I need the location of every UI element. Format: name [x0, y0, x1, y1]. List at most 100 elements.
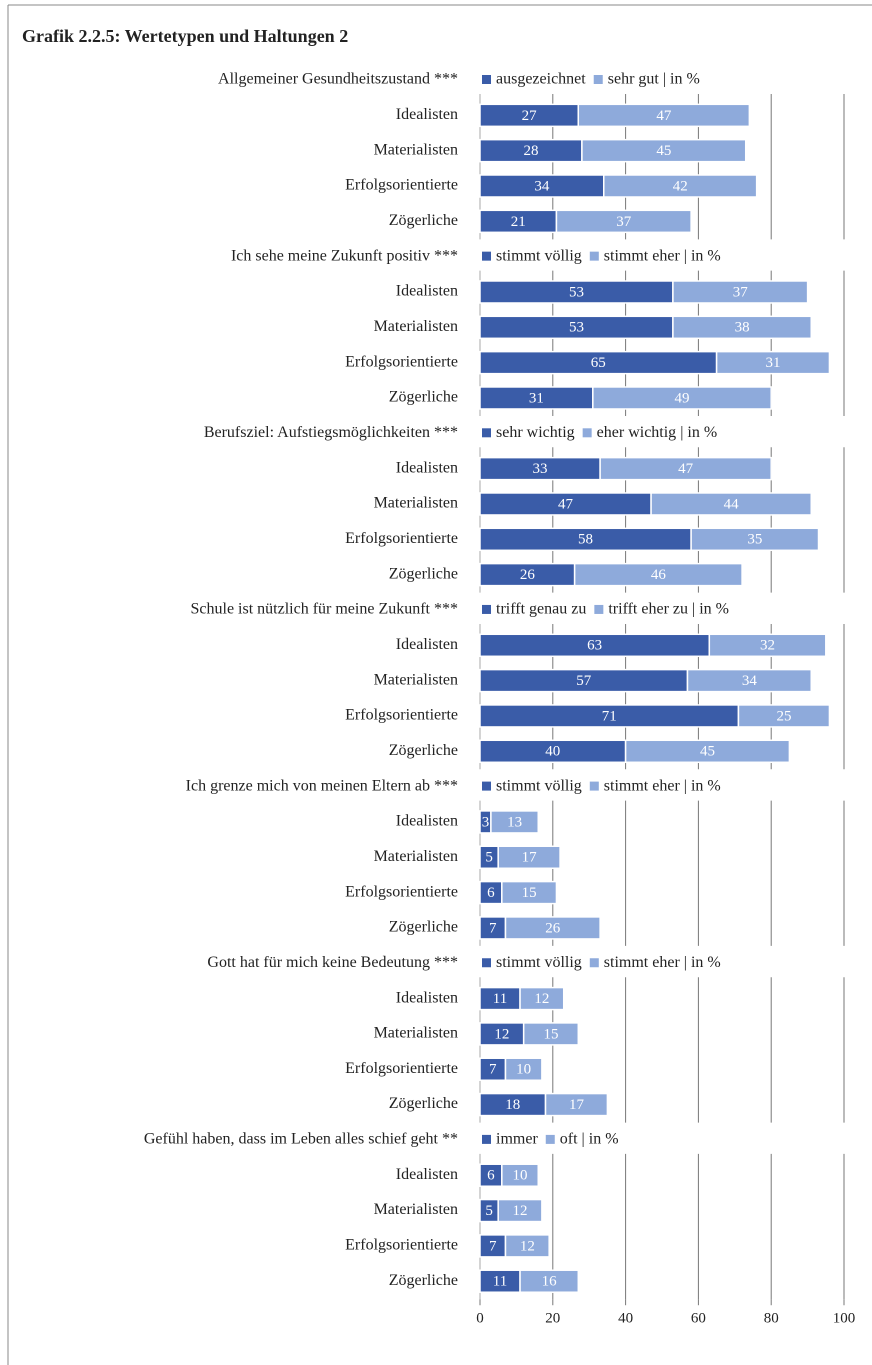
- category-label: Erfolgsorientierte: [345, 177, 458, 194]
- value-label: 47: [678, 461, 694, 477]
- category-label: Zögerliche: [389, 565, 458, 582]
- value-label: 47: [656, 108, 672, 124]
- value-label: 5: [485, 1203, 493, 1219]
- value-label: 12: [513, 1203, 528, 1219]
- category-label: Materialisten: [374, 495, 458, 512]
- value-label: 45: [656, 143, 671, 159]
- value-label: 71: [602, 708, 617, 724]
- value-label: 33: [533, 461, 548, 477]
- bar-segment: [497, 845, 561, 870]
- category-label: Zögerliche: [389, 389, 458, 406]
- category-label: Materialisten: [374, 1201, 458, 1218]
- legend-suffix: | in %: [684, 777, 721, 794]
- legend-swatch: [589, 781, 599, 791]
- value-label: 34: [534, 178, 550, 194]
- bar-segment: [650, 492, 812, 516]
- category-label: Materialisten: [374, 671, 458, 688]
- value-label: 15: [522, 885, 537, 901]
- x-tick-label: 0: [476, 1311, 484, 1327]
- category-label: Erfolgsorientierte: [345, 530, 458, 547]
- category-label: Idealisten: [396, 636, 458, 653]
- category-label: Zögerliche: [389, 212, 458, 229]
- category-label: Idealisten: [396, 1166, 458, 1183]
- bar-segment: [519, 986, 565, 1011]
- legend-label: stimmt eher: [604, 247, 681, 264]
- legend-swatch: [482, 604, 491, 614]
- group-label: Gott hat für mich keine Bedeutung ***: [207, 954, 458, 971]
- value-label: 7: [489, 920, 497, 936]
- value-label: 42: [673, 178, 688, 194]
- legend-swatch: [594, 604, 604, 614]
- category-label: Materialisten: [374, 141, 458, 158]
- value-label: 26: [545, 920, 561, 936]
- category-label: Erfolgsorientierte: [345, 707, 458, 724]
- bar-segment: [504, 1057, 543, 1081]
- x-tick-label: 20: [545, 1311, 560, 1327]
- value-label: 63: [587, 638, 602, 654]
- value-label: 11: [493, 991, 507, 1007]
- bar-segment: [501, 880, 558, 905]
- x-tick-label: 60: [691, 1311, 706, 1327]
- bar-segment: [497, 1198, 543, 1223]
- category-label: Erfolgsorientierte: [345, 1237, 458, 1254]
- legend-label: eher wichtig: [597, 424, 677, 441]
- bar-segment: [592, 386, 772, 410]
- value-label: 31: [766, 355, 781, 371]
- value-label: 15: [543, 1026, 558, 1042]
- value-label: 12: [494, 1026, 509, 1042]
- bar-segment: [599, 456, 772, 481]
- bar-segment: [490, 810, 539, 834]
- legend-label: stimmt eher: [604, 954, 681, 971]
- group-label: Berufsziel: Aufstiegsmöglichkeiten ***: [204, 424, 458, 441]
- group-label: Gefühl haben, dass im Leben alles schief…: [144, 1131, 458, 1148]
- legend-swatch: [482, 428, 491, 438]
- legend-swatch: [593, 75, 603, 84]
- bar-segment: [686, 668, 812, 693]
- bar-segment: [544, 1092, 609, 1117]
- category-label: Idealisten: [396, 283, 458, 300]
- legend-label: sehr wichtig: [496, 424, 575, 441]
- category-label: Zögerliche: [389, 919, 458, 936]
- value-label: 57: [576, 673, 592, 689]
- value-label: 13: [507, 814, 522, 830]
- value-label: 17: [522, 850, 538, 866]
- value-label: 45: [700, 744, 715, 760]
- bar-segment: [519, 1269, 580, 1293]
- bar-segment: [603, 174, 758, 198]
- legend-suffix: | in %: [582, 1131, 619, 1148]
- x-tick-label: 100: [833, 1311, 856, 1327]
- bar-segment: [737, 704, 831, 728]
- category-label: Idealisten: [396, 106, 458, 123]
- legend-label: ausgezeichnet: [496, 71, 586, 88]
- x-tick-label: 40: [618, 1311, 633, 1327]
- legend-label: stimmt eher: [604, 777, 681, 794]
- category-label: Materialisten: [374, 318, 458, 335]
- legend-swatch: [545, 1134, 555, 1144]
- value-label: 38: [735, 320, 750, 336]
- legend-suffix: | in %: [663, 71, 700, 88]
- bar-segment: [504, 916, 601, 940]
- value-label: 44: [724, 496, 740, 512]
- legend-swatch: [582, 428, 592, 438]
- category-label: Zögerliche: [389, 1272, 458, 1289]
- value-label: 46: [651, 567, 667, 583]
- value-label: 16: [542, 1274, 558, 1290]
- legend-swatch: [482, 781, 491, 791]
- bar-segment: [672, 315, 812, 340]
- value-label: 10: [513, 1168, 528, 1184]
- category-label: Idealisten: [396, 813, 458, 830]
- group-label: Ich sehe meine Zukunft positiv ***: [231, 247, 458, 264]
- legend-label: stimmt völlig: [496, 247, 582, 264]
- bar-segment: [690, 527, 820, 552]
- legend-label: stimmt völlig: [496, 954, 582, 971]
- value-label: 27: [522, 108, 538, 124]
- value-label: 35: [747, 532, 762, 548]
- value-label: 3: [482, 814, 490, 830]
- value-label: 6: [487, 1168, 495, 1184]
- bar-segment: [715, 350, 831, 375]
- value-label: 25: [776, 708, 791, 724]
- bar-segment: [522, 1022, 580, 1046]
- category-label: Erfolgsorientierte: [345, 353, 458, 370]
- legend-label: trifft genau zu: [496, 601, 586, 618]
- bar-segment: [624, 739, 791, 764]
